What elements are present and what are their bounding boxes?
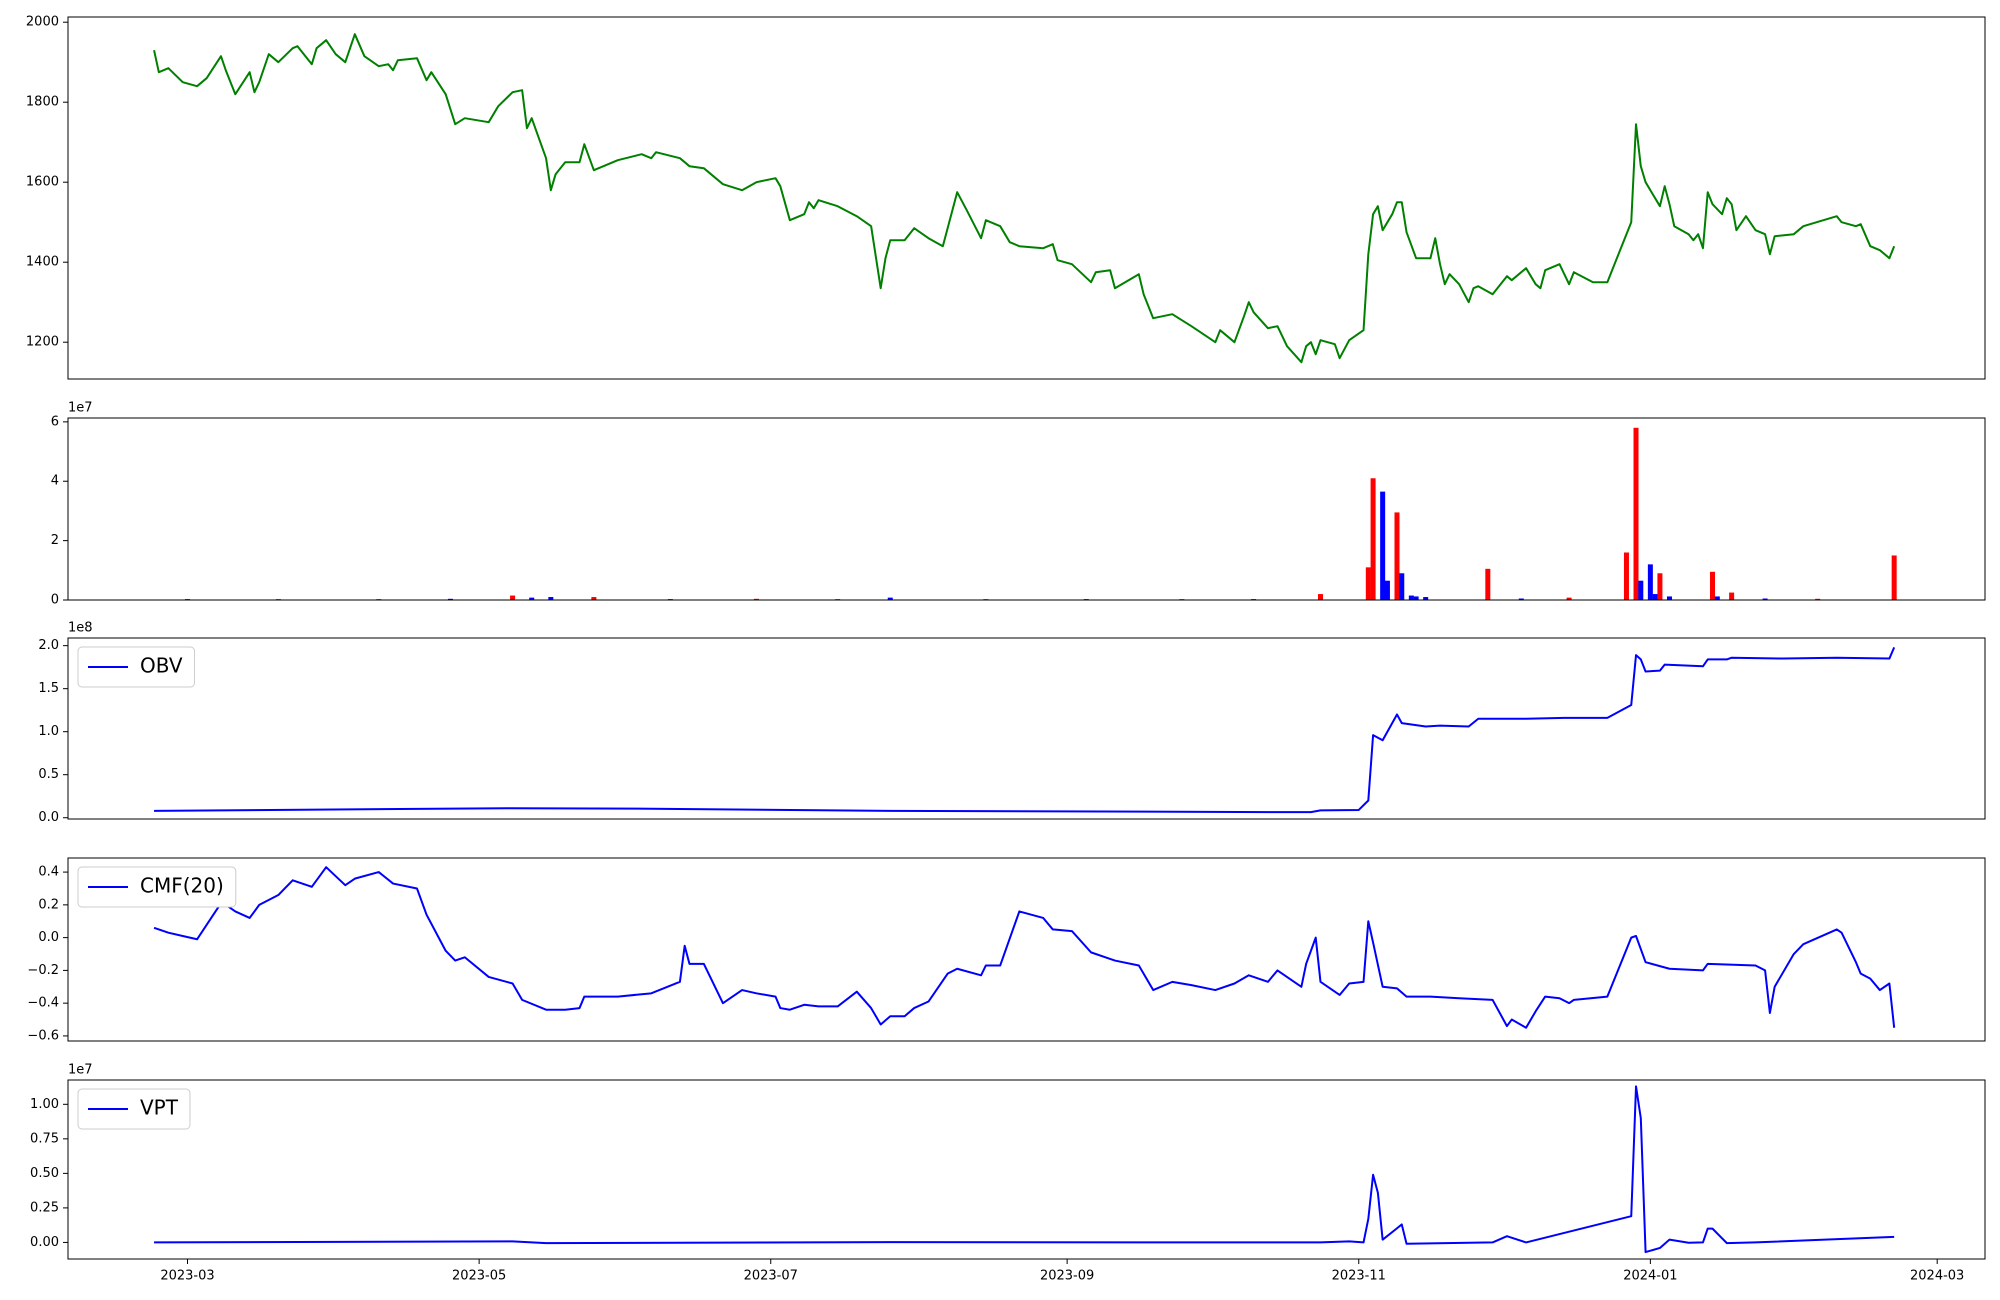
bar: [1666, 596, 1672, 600]
y-tick-label: 6: [51, 414, 59, 429]
bar: [1380, 491, 1386, 600]
y-tick-label: 0: [51, 593, 59, 608]
bar: [1652, 594, 1658, 600]
y-tick-label: −0.4: [27, 996, 59, 1011]
bar: [1710, 571, 1716, 600]
axes-frame: [67, 857, 1986, 1042]
y-tick-label: −0.2: [27, 963, 59, 978]
bar: [1485, 568, 1491, 600]
bar: [1633, 427, 1639, 600]
y-tick-label: 1800: [26, 95, 59, 110]
legend-box: [77, 1088, 191, 1130]
bar: [1394, 512, 1400, 600]
axes-frame: [67, 417, 1986, 601]
y-tick-label: 4: [51, 474, 59, 489]
bar: [1408, 595, 1414, 600]
bar: [1518, 598, 1524, 600]
bar: [591, 597, 597, 600]
y-tick-label: 0.00: [30, 1235, 59, 1250]
bar: [1762, 598, 1768, 600]
y-tick-label: 0.4: [38, 865, 59, 880]
y-tick-label: 0.2: [38, 897, 59, 912]
legend: CMF(20): [77, 866, 237, 908]
y-offset-label: 1e7: [68, 401, 93, 416]
y-tick-label: 1.5: [38, 681, 59, 696]
bar: [447, 598, 453, 600]
bar: [1647, 564, 1653, 600]
axes-frame: [67, 637, 1986, 820]
legend-label: VPT: [140, 1096, 179, 1120]
legend: OBV: [77, 646, 196, 688]
line: [153, 33, 1896, 364]
y-tick-label: 1200: [26, 335, 59, 350]
y-tick-label: 0.0: [38, 810, 59, 825]
y-tick-label: 0.50: [30, 1166, 59, 1181]
x-tick-label: 2023-05: [452, 1269, 506, 1284]
y-offset-label: 1e7: [68, 1063, 93, 1078]
y-tick-label: 0.75: [30, 1131, 59, 1146]
bar: [1657, 573, 1663, 600]
y-tick-label: 1.00: [30, 1097, 59, 1112]
bar: [1423, 597, 1429, 600]
y-tick-label: 2000: [26, 15, 59, 30]
bar: [1365, 567, 1371, 600]
bar: [1623, 552, 1629, 600]
legend: VPT: [77, 1088, 191, 1130]
legend-box: [77, 866, 237, 908]
bar: [510, 595, 516, 600]
axes-frame: [67, 16, 1986, 380]
x-tick-label: 2024-03: [1910, 1269, 1964, 1284]
legend-box: [77, 646, 196, 688]
y-tick-label: 1.0: [38, 724, 59, 739]
line: [153, 866, 1896, 1029]
bar: [1384, 580, 1390, 600]
bar: [548, 597, 554, 600]
y-tick-label: 0.25: [30, 1200, 59, 1215]
line: [154, 646, 1896, 814]
x-tick-label: 2023-11: [1332, 1269, 1386, 1284]
y-tick-label: 0.0: [38, 930, 59, 945]
bar: [887, 597, 893, 600]
y-tick-label: 1400: [26, 255, 59, 270]
bar: [1638, 580, 1644, 600]
x-tick-label: 2024-01: [1623, 1269, 1677, 1284]
x-tick-label: 2023-07: [744, 1269, 798, 1284]
x-tick-label: 2023-09: [1040, 1269, 1094, 1284]
x-tick-label: 2023-03: [160, 1269, 214, 1284]
y-tick-label: 1600: [26, 175, 59, 190]
bar: [1566, 597, 1572, 600]
bar: [1413, 596, 1419, 600]
legend-label: OBV: [140, 654, 183, 678]
bar: [1399, 573, 1405, 600]
y-tick-label: −0.6: [27, 1028, 59, 1043]
legend-label: CMF(20): [140, 874, 224, 898]
y-tick-label: 2: [51, 533, 59, 548]
y-tick-label: 0.5: [38, 767, 59, 782]
bar: [753, 598, 759, 600]
bar: [1891, 555, 1897, 600]
y-offset-label: 1e8: [68, 621, 93, 636]
axes-frame: [67, 1079, 1986, 1260]
line: [154, 1085, 1895, 1254]
bar: [1370, 478, 1376, 600]
bar: [1729, 592, 1735, 600]
bar: [1318, 594, 1324, 600]
bar: [529, 597, 535, 600]
bar: [1714, 596, 1720, 600]
y-tick-label: 2.0: [38, 638, 59, 653]
bar: [1815, 598, 1821, 600]
